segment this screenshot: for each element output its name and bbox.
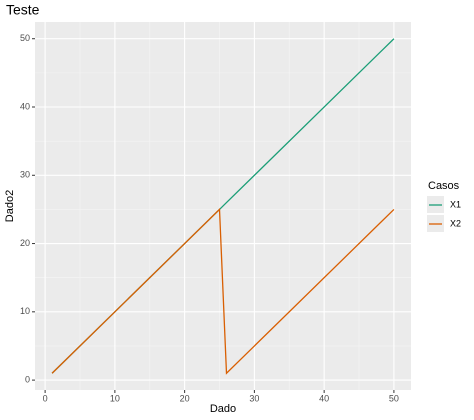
- y-tick-label: 20: [20, 238, 30, 248]
- x-tick-label: 40: [319, 393, 329, 403]
- y-tick-label: 10: [20, 306, 30, 316]
- y-tick-label: 30: [20, 170, 30, 180]
- chart-title: Teste: [6, 2, 40, 18]
- x-tick-label: 10: [110, 393, 120, 403]
- y-tick-label: 0: [25, 374, 30, 384]
- y-tick-label: 40: [20, 101, 30, 111]
- y-tick-label: 50: [20, 33, 30, 43]
- x-axis-title: Dado: [210, 403, 236, 415]
- legend-title: Casos: [428, 180, 460, 192]
- x-tick-label: 0: [43, 393, 48, 403]
- line: [51, 207, 395, 375]
- x-tick-label: 30: [249, 393, 259, 403]
- x-tick-label: 20: [180, 393, 190, 403]
- legend-label: X2: [450, 218, 461, 228]
- legend-label: X1: [450, 199, 461, 209]
- x-tick-label: 50: [389, 393, 399, 403]
- y-axis-title: Dado2: [4, 190, 16, 222]
